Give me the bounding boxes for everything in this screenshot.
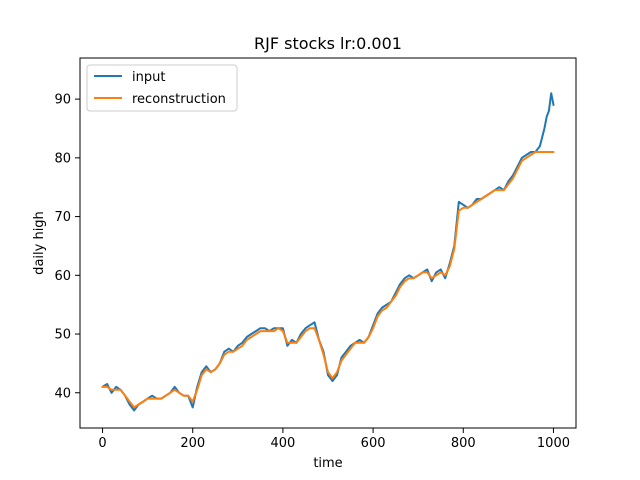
x-axis-label: time: [313, 456, 342, 471]
plot-area: [80, 58, 576, 428]
y-tick-label: 50: [54, 328, 71, 343]
y-tick-label: 60: [54, 269, 71, 284]
y-tick-label: 40: [54, 386, 71, 401]
series-line-reconstruction: [101, 151, 555, 409]
legend-label-input: input: [132, 70, 165, 85]
x-tick-label: 800: [451, 436, 476, 451]
x-tick-label: 400: [270, 436, 295, 451]
legend-box: [86, 64, 238, 112]
x-tick-label: 600: [361, 436, 386, 451]
y-tick-label: 90: [54, 93, 71, 108]
y-axis: 40 50 60 70 80 90: [54, 93, 80, 401]
plot-frame: [79, 57, 577, 429]
y-tick-label: 80: [54, 151, 71, 166]
y-axis-label: daily high: [32, 211, 47, 275]
x-axis: 0 200 400 600 800 1000: [98, 428, 570, 451]
x-tick-label: 200: [180, 436, 205, 451]
y-tick-label: 70: [54, 210, 71, 225]
chart-title: RJF stocks lr:0.001: [254, 34, 402, 53]
legend-label-reconstruction: reconstruction: [132, 92, 226, 107]
x-tick-label: 0: [98, 436, 106, 451]
series-layer: [101, 92, 555, 412]
legend: input reconstruction: [86, 64, 238, 112]
x-tick-label: 1000: [537, 436, 570, 451]
